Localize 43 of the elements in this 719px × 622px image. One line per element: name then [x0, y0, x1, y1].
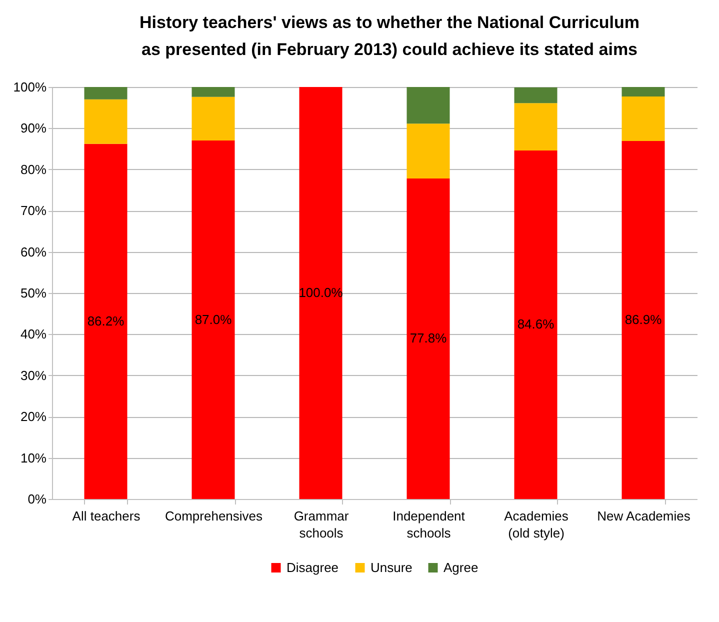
bar [406, 87, 450, 124]
bar [514, 150, 558, 499]
bar [622, 96, 665, 141]
x-tick-label: Academies (old style) [504, 508, 569, 540]
y-tick-label: 90% [20, 120, 47, 136]
data-label: 84.6% [517, 316, 555, 332]
y-tick-label: 40% [20, 326, 47, 342]
data-label: 87.0% [194, 312, 232, 327]
x-tick-label: All teachers [72, 508, 141, 524]
bar [84, 99, 128, 144]
bar [514, 103, 558, 150]
bar [192, 87, 235, 97]
y-tick-label: 30% [20, 368, 47, 383]
bar [622, 140, 665, 499]
legend-label: Unsure [370, 560, 412, 575]
bar [84, 144, 128, 499]
data-label: 86.2% [87, 313, 125, 328]
bar [406, 124, 450, 178]
x-tick-label: New Academies [597, 508, 691, 524]
y-tick-label: 100% [13, 80, 47, 94]
data-label: 86.9% [624, 312, 662, 327]
bar [84, 87, 128, 100]
bar [299, 87, 342, 499]
x-tick-label: Independent schools [392, 508, 466, 540]
bar [192, 140, 235, 499]
x-tick-label: Comprehensives [164, 508, 264, 524]
y-tick-label: 20% [20, 409, 47, 424]
y-tick-label: 50% [20, 286, 47, 300]
y-tick-label: 80% [20, 162, 47, 177]
chart-title: History teachers' views as to whether the National Curriculum as presented (in February 2013) could achieve its stated aims [139, 13, 640, 59]
legend-label: Disagree [286, 560, 339, 575]
legend-label: Agree [444, 560, 478, 575]
data-label: 100.0% [298, 285, 344, 300]
y-tick-label: 60% [20, 244, 47, 260]
bar [514, 87, 558, 104]
y-tick-label: 0% [28, 492, 47, 506]
bar [192, 96, 235, 141]
bar [406, 178, 450, 499]
data-label: 77.8% [410, 330, 448, 346]
bar [622, 87, 665, 96]
x-tick-label: Grammar schools [294, 508, 350, 540]
y-tick-label: 70% [20, 203, 47, 218]
y-tick-label: 10% [20, 450, 47, 466]
